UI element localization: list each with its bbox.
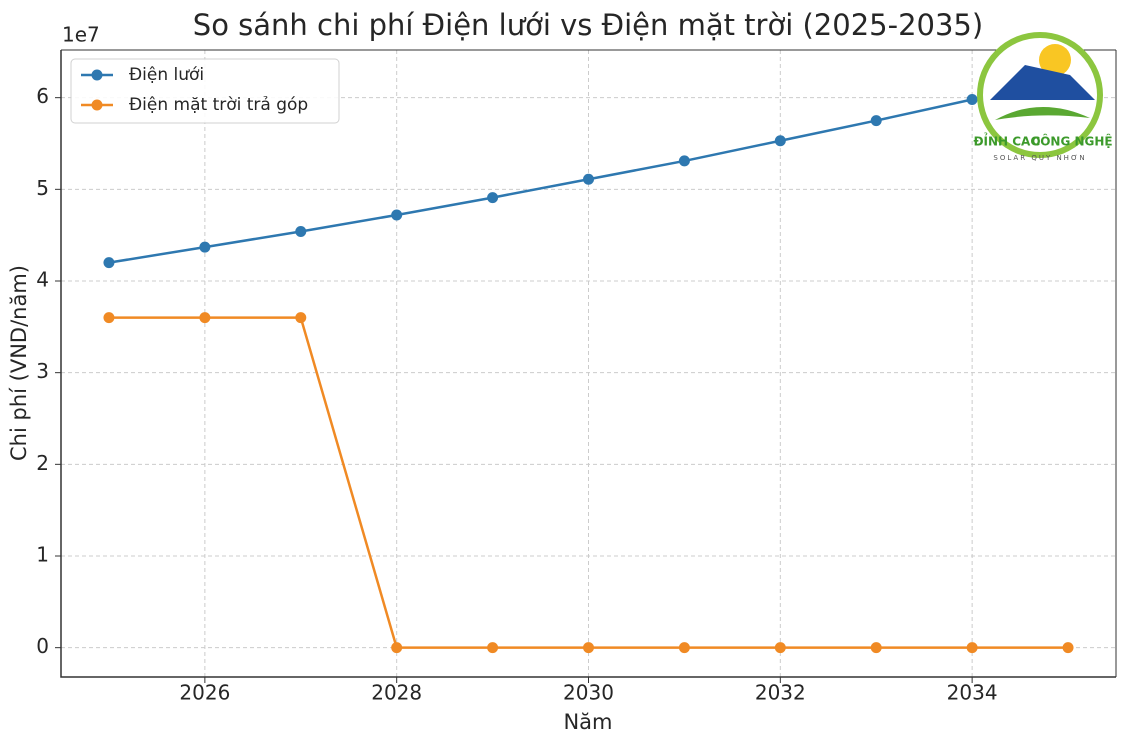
x-tick-label: 2026 [179, 681, 230, 705]
legend-box [70, 58, 340, 124]
data-point [487, 642, 499, 654]
y-tick-label: 1 [36, 543, 49, 567]
x-tick-label: 2034 [947, 681, 998, 705]
y-tick-label: 5 [36, 176, 49, 200]
legend-marker [91, 69, 103, 81]
x-axis-label: Năm [563, 710, 612, 734]
legend-marker [91, 99, 103, 111]
chart-title: So sánh chi phí Điện lưới vs Điện mặt tr… [193, 8, 983, 42]
y-tick-label: 2 [36, 451, 49, 475]
data-point [391, 209, 403, 221]
data-point [583, 173, 594, 185]
data-point [870, 115, 882, 127]
data-point [583, 642, 594, 654]
data-point [678, 155, 690, 167]
y-tick-label: 4 [36, 268, 49, 292]
axes-frame [60, 50, 1116, 678]
y-axis-label: Chi phí (VND/năm) [7, 265, 31, 461]
data-point [678, 642, 690, 654]
data-point [103, 257, 115, 269]
logo-roof [990, 65, 1095, 100]
logo-leaf [995, 106, 1090, 120]
x-tick-label: 2028 [371, 681, 422, 705]
y-tick-label: 0 [36, 634, 49, 658]
legend-label: Điện mặt trời trả góp [129, 95, 308, 115]
data-point [774, 135, 786, 147]
data-point [295, 226, 307, 237]
data-point [1062, 642, 1074, 654]
data-point [870, 642, 882, 654]
logo-brand-right: CÔNG NGHỆ [1031, 134, 1112, 149]
data-point [199, 312, 211, 324]
logo-brand-left: ĐỈNH CAO [973, 133, 1040, 149]
logo-tagline: SOLAR QUY NHƠN [993, 154, 1086, 162]
logo: ĐỈNH CAO CÔNG NGHỆ SOLAR QUY NHƠN [973, 32, 1113, 162]
legend: Điện lưới Điện mặt trời trả góp [70, 58, 340, 124]
data-point [199, 241, 211, 253]
data-point [966, 642, 978, 654]
logo-sun [1039, 44, 1071, 76]
data-point [774, 642, 786, 654]
data-point [966, 94, 978, 105]
data-point [487, 192, 499, 204]
y-offset-label: 1e7 [62, 23, 100, 47]
y-tick-label: 3 [36, 359, 49, 383]
x-tick-label: 2030 [563, 681, 614, 705]
y-tick-label: 6 [36, 84, 49, 108]
data-point [103, 312, 115, 324]
x-tick-label: 2032 [755, 681, 806, 705]
data-point [391, 642, 403, 654]
data-point [295, 312, 307, 324]
legend-label: Điện lưới [129, 65, 204, 85]
